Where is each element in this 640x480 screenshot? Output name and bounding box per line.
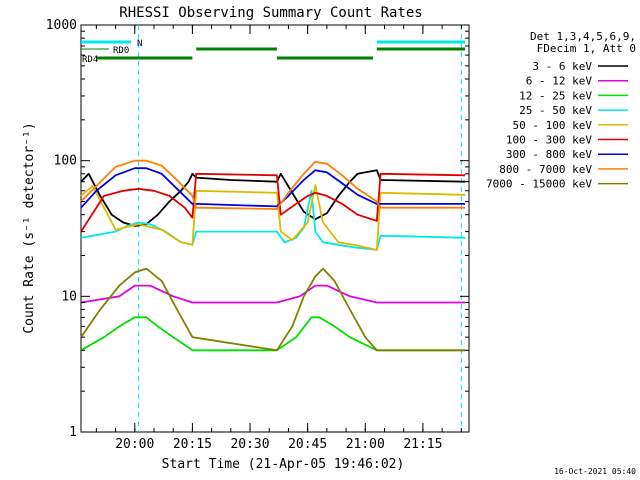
flag-bars: N RD0 RD4 [81, 39, 466, 65]
series-line-4 [80, 189, 466, 251]
legend-label: 12 - 25 keV [519, 89, 592, 102]
y-axis: 1 10 100 1000 [46, 18, 469, 440]
y-tick-label: 10 [61, 289, 77, 304]
series-line-1 [80, 169, 466, 227]
series-line-8 [80, 159, 466, 210]
legend-label: 6 - 12 keV [526, 75, 593, 88]
legend-label: 50 - 100 keV [513, 119, 593, 132]
legend-label: 300 - 800 keV [506, 148, 592, 161]
x-axis: 20:00 20:15 20:30 20:45 21:00 21:15 [95, 25, 462, 452]
flag-label-rd0: RD0 [113, 46, 129, 56]
x-tick-label: 21:15 [403, 437, 442, 452]
legend-header-line: FDecim 1, Att 0 [537, 42, 636, 55]
legend-label: 800 - 7000 keV [499, 163, 592, 176]
y-tick-label: 100 [54, 154, 77, 169]
legend-label: 3 - 6 keV [532, 60, 592, 73]
legend-header-line: Det 1,3,4,5,6,9, [530, 30, 636, 43]
legend: Det 1,3,4,5,6,9,FDecim 1, Att 0 3 - 6 keV… [486, 30, 636, 191]
legend-label: 25 - 50 keV [519, 104, 592, 117]
vertical-markers [138, 25, 462, 432]
x-tick-label: 20:00 [115, 437, 154, 452]
series-group [80, 159, 466, 352]
timestamp-label: 16-Oct-2021 05:40 [554, 467, 636, 476]
x-tick-label: 20:45 [288, 437, 327, 452]
series-line-9 [80, 267, 466, 352]
flag-label-rd4: RD4 [82, 55, 98, 65]
legend-label: 100 - 300 keV [506, 134, 592, 147]
series-line-5 [80, 184, 466, 251]
x-tick-label: 20:30 [230, 437, 269, 452]
chart-title: RHESSI Observing Summary Count Rates [119, 5, 422, 21]
y-tick-label: 1000 [46, 18, 77, 33]
y-tick-label: 1 [69, 425, 77, 440]
series-line-7 [80, 167, 466, 209]
x-tick-label: 20:15 [173, 437, 212, 452]
series-line-6 [80, 172, 466, 233]
series-line-2 [80, 284, 466, 304]
legend-label: 7000 - 15000 keV [486, 178, 592, 191]
series-line-3 [80, 316, 466, 352]
x-tick-label: 21:00 [346, 437, 385, 452]
x-axis-label: Start Time (21-Apr-05 19:46:02) [162, 457, 405, 472]
flag-label-n: N [137, 39, 142, 49]
y-axis-label: Count Rate (s⁻¹ detector⁻¹) [22, 122, 37, 333]
plot-frame [80, 24, 470, 433]
